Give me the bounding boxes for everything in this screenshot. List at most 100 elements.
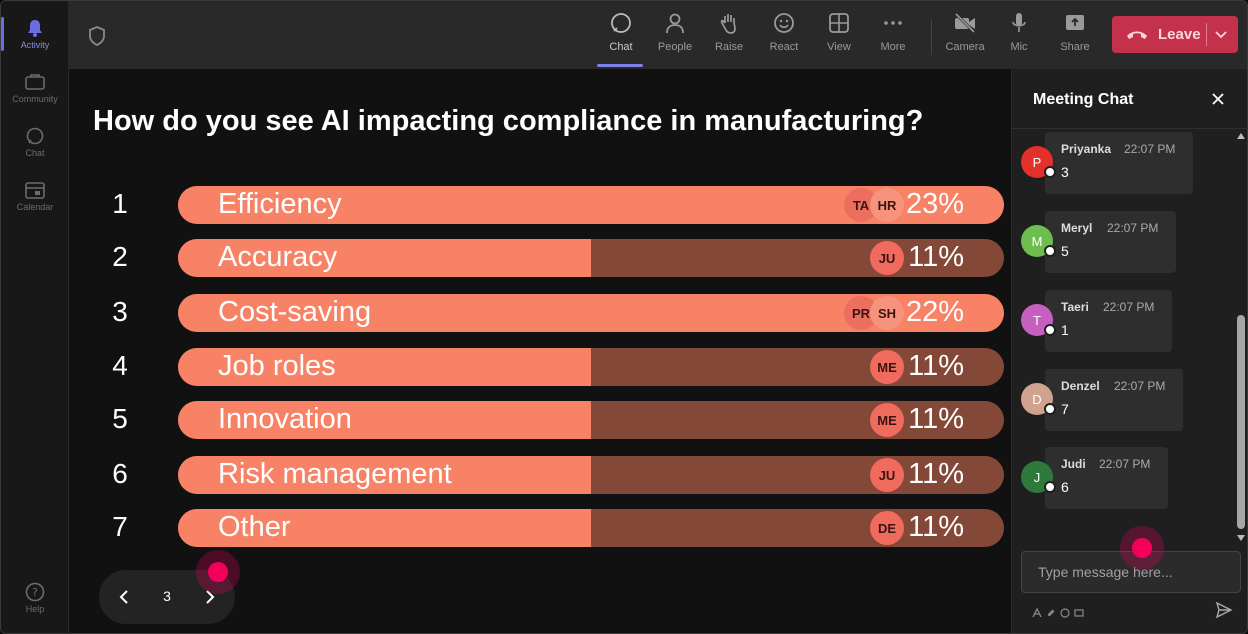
option-bar: Cost-saving PR SH 22% — [178, 294, 1004, 332]
option-number: 3 — [112, 296, 128, 327]
option-percent: 11% — [908, 403, 964, 435]
voter-avatar: ME — [870, 350, 904, 384]
tool-people[interactable]: People — [649, 11, 701, 63]
rail-item-chat[interactable]: Chat — [1, 117, 69, 167]
option-bar: Innovation ME 11% — [178, 401, 1004, 439]
chat-message-list: Priyanka 22:07 PM 3 P Meryl 22:07 PM 5 M Taeri 22… — [1012, 129, 1234, 545]
tool-label: Raise — [714, 41, 744, 53]
tool-label: Chat — [609, 41, 633, 53]
option-percent: 11% — [908, 511, 964, 543]
tool-view[interactable]: View — [813, 11, 865, 63]
chat-message: Meryl 22:07 PM 5 M — [1012, 211, 1234, 275]
mic-icon — [1007, 11, 1031, 35]
tool-more[interactable]: More — [867, 11, 919, 63]
bell-icon — [25, 19, 45, 37]
message-time: 22:07 PM — [1103, 300, 1155, 314]
option-bar-fill — [178, 456, 591, 494]
scroll-up-icon[interactable] — [1237, 133, 1245, 139]
rail-item-label: Calendar — [16, 201, 54, 212]
rail-item-activity[interactable]: Activity — [1, 9, 69, 59]
meeting-toolbar: Chat People Raise React View More Camera — [69, 1, 1247, 69]
scroll-thumb[interactable] — [1237, 315, 1245, 529]
chevron-right-icon[interactable] — [201, 589, 217, 605]
voter-avatar: SH — [870, 296, 904, 330]
chat-message: Denzel 22:07 PM 7 D — [1012, 369, 1234, 433]
poll-results: How do you see AI impacting compliance i… — [69, 69, 1011, 633]
chat-message: Judi 22:07 PM 6 J — [1012, 447, 1234, 511]
people-icon — [663, 11, 687, 35]
chat-icon — [609, 11, 633, 35]
message-text: 6 — [1061, 479, 1069, 495]
tool-chat[interactable]: Chat — [595, 11, 647, 67]
poll-option: 6 Risk management JU 11% — [69, 456, 1011, 494]
voter-avatar: TA — [844, 188, 878, 222]
tool-label: Mic — [1010, 41, 1028, 53]
chevron-down-icon[interactable] — [1213, 26, 1229, 42]
chat-scrollbar[interactable] — [1234, 129, 1247, 545]
sender-name: Judi — [1061, 457, 1086, 471]
tool-label: Share — [1060, 41, 1090, 53]
option-label: Risk management — [218, 458, 452, 490]
pointer-indicator — [1120, 526, 1164, 570]
tool-react[interactable]: React — [758, 11, 810, 63]
svg-text:?: ? — [32, 586, 38, 599]
tool-label: People — [657, 41, 693, 53]
tool-mic[interactable]: Mic — [993, 11, 1045, 63]
close-icon[interactable] — [1211, 92, 1225, 106]
presence-status-icon — [1044, 324, 1056, 336]
tool-label: Camera — [945, 41, 985, 53]
poll-option: 4 Job roles ME 11% — [69, 348, 1011, 386]
option-label: Efficiency — [218, 188, 342, 220]
message-text: 3 — [1061, 164, 1069, 180]
chevron-left-icon[interactable] — [117, 589, 133, 605]
gif-icon[interactable] — [1074, 605, 1084, 617]
option-percent: 11% — [908, 350, 964, 382]
tool-share[interactable]: Share — [1049, 11, 1101, 63]
voter-avatar: HR — [870, 188, 904, 222]
poll-option: 5 Innovation ME 11% — [69, 401, 1011, 439]
tool-label: React — [769, 41, 799, 53]
more-icon — [881, 11, 905, 35]
option-bar-fill — [178, 239, 591, 277]
message-input[interactable]: Type message here... — [1021, 551, 1241, 593]
scroll-down-icon[interactable] — [1237, 535, 1245, 541]
option-number: 1 — [112, 188, 128, 219]
tool-camera[interactable]: Camera — [939, 11, 991, 63]
emoji-icon[interactable] — [1060, 605, 1070, 618]
voter-avatar: JU — [870, 458, 904, 492]
attach-icon[interactable] — [1046, 605, 1056, 617]
rail-item-help[interactable]: ? Help — [1, 573, 69, 623]
option-bar: Other DE 11% — [178, 509, 1004, 547]
presence-status-icon — [1044, 481, 1056, 493]
rail-item-community[interactable]: Community — [1, 63, 69, 113]
option-bar: Accuracy JU 11% — [178, 239, 1004, 277]
option-label: Accuracy — [218, 241, 338, 273]
message-bubble: Meryl 22:07 PM 5 — [1045, 211, 1176, 273]
hand-icon — [717, 11, 741, 35]
sender-name: Priyanka — [1061, 142, 1112, 156]
voter-avatar: ME — [870, 403, 904, 437]
option-percent: 11% — [908, 241, 964, 273]
message-time: 22:07 PM — [1124, 142, 1176, 156]
send-icon[interactable] — [1215, 601, 1233, 619]
smiley-icon — [772, 11, 796, 35]
leave-divider — [1206, 23, 1207, 46]
poll-option: 2 Accuracy JU 11% — [69, 239, 1011, 277]
meeting-chat-panel: Meeting Chat Priyanka 22:07 PM 3 P Meryl 22:0… — [1011, 69, 1247, 633]
tool-raise[interactable]: Raise — [703, 11, 755, 63]
format-icon[interactable] — [1032, 605, 1042, 618]
option-bar: Efficiency TA HR 23% — [178, 186, 1004, 224]
leave-button[interactable]: Leave — [1112, 16, 1238, 53]
shield-icon — [87, 25, 107, 47]
help-icon: ? — [25, 582, 45, 601]
message-time: 22:07 PM — [1114, 379, 1166, 393]
option-bar: Risk management JU 11% — [178, 456, 1004, 494]
option-label: Innovation — [218, 403, 352, 435]
option-number: 6 — [112, 458, 128, 489]
rail-item-calendar[interactable]: Calendar — [1, 171, 69, 221]
chat-message: Taeri 22:07 PM 1 T — [1012, 290, 1234, 354]
avatar[interactable]: D — [1021, 383, 1053, 415]
camera-off-icon — [953, 11, 977, 35]
message-time: 22:07 PM — [1099, 457, 1151, 471]
